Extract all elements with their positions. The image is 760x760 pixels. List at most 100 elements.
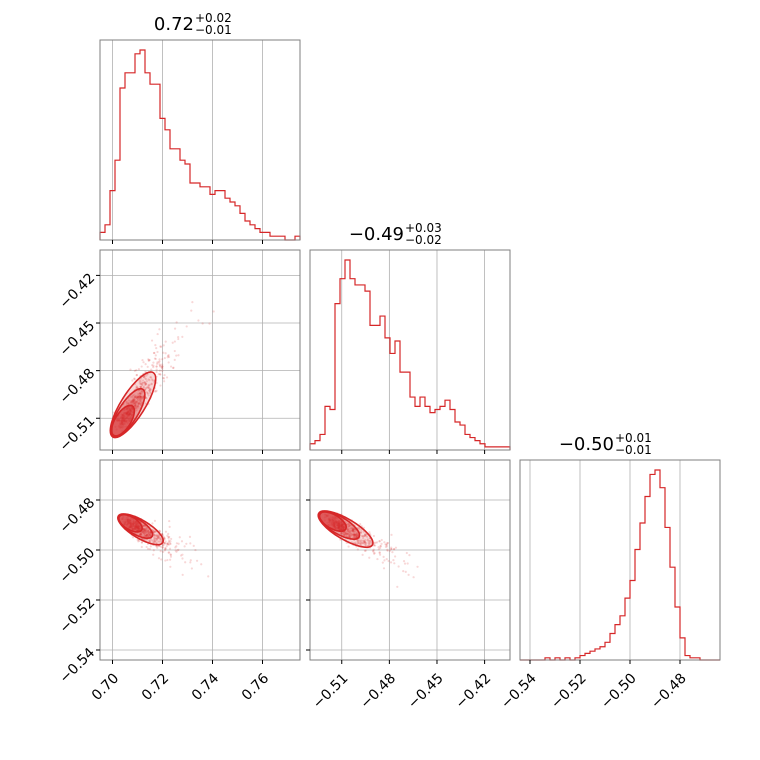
sample-point — [159, 345, 163, 348]
sample-point — [138, 379, 141, 382]
sample-point — [354, 534, 357, 537]
sample-point — [173, 358, 176, 361]
sample-point — [156, 535, 159, 538]
sample-point — [135, 369, 138, 372]
sample-point — [135, 386, 138, 389]
sample-point — [162, 550, 165, 553]
panel-border — [519, 459, 721, 661]
sample-point — [137, 405, 140, 408]
sample-point — [130, 401, 133, 405]
sample-point — [140, 397, 143, 400]
sample-point — [163, 537, 166, 540]
sample-point — [165, 542, 168, 545]
sample-point — [185, 542, 188, 545]
density-layer — [317, 510, 419, 588]
sample-point — [142, 535, 146, 538]
sample-point — [362, 535, 365, 538]
sample-point — [168, 539, 171, 542]
sample-point — [162, 544, 165, 547]
sample-point — [149, 531, 152, 534]
sample-point — [345, 533, 348, 536]
sample-point — [366, 538, 369, 541]
y-tick-label: −0.48 — [57, 495, 99, 537]
sample-point — [148, 387, 151, 390]
sample-point — [143, 381, 146, 384]
sample-point — [151, 364, 154, 367]
sample-point — [158, 360, 161, 363]
sample-point — [156, 350, 159, 354]
sample-point — [177, 542, 180, 545]
sample-point — [147, 530, 150, 533]
sample-point — [139, 533, 142, 536]
sample-point — [347, 531, 350, 534]
sample-point — [371, 549, 375, 552]
sample-point — [131, 401, 135, 404]
density-layer — [117, 513, 210, 578]
sample-point — [139, 398, 143, 401]
sample-point — [133, 400, 136, 403]
sample-point — [383, 559, 386, 562]
panel-background — [100, 460, 300, 660]
sample-point — [153, 535, 156, 538]
sample-point — [173, 327, 177, 330]
sample-point — [152, 531, 155, 534]
sample-point — [342, 531, 345, 534]
sample-point — [151, 379, 154, 382]
sample-point — [382, 567, 386, 570]
sample-point — [404, 570, 407, 573]
sample-point — [146, 392, 149, 395]
sample-point — [139, 396, 142, 399]
sample-point — [386, 541, 389, 545]
sample-point — [405, 551, 408, 555]
sample-point — [364, 541, 367, 544]
histogram-title-err-minus: −0.01 — [615, 443, 652, 457]
sample-point — [143, 534, 146, 537]
sample-point — [144, 535, 147, 538]
sample-point — [358, 527, 361, 530]
sample-point — [354, 533, 358, 536]
sample-point — [408, 554, 411, 557]
sample-point — [133, 394, 136, 397]
sample-point — [148, 389, 151, 392]
histogram-title-value: −0.50 — [559, 434, 614, 455]
sample-point — [160, 532, 164, 536]
sample-point — [137, 396, 141, 399]
sample-point — [346, 528, 350, 531]
sample-point — [369, 539, 372, 543]
histogram-title-err-plus: +0.01 — [615, 431, 652, 445]
sample-point — [390, 547, 393, 551]
sample-point — [161, 363, 164, 366]
sample-point — [139, 392, 142, 396]
sample-point — [150, 378, 154, 381]
sample-point — [385, 543, 389, 546]
sample-point — [360, 541, 364, 544]
sample-point — [378, 540, 381, 543]
sample-point — [378, 551, 381, 555]
sample-point — [134, 403, 138, 406]
sample-point — [148, 539, 151, 542]
sample-point — [189, 559, 192, 562]
sample-point — [157, 373, 160, 376]
sample-point — [140, 533, 144, 537]
sample-point — [145, 533, 148, 536]
sample-point — [155, 368, 158, 371]
sample-point — [153, 519, 157, 522]
sample-point — [156, 332, 159, 336]
sample-point — [372, 548, 375, 551]
sample-point — [161, 365, 164, 368]
sample-point — [137, 540, 140, 543]
sample-point — [347, 522, 351, 525]
sample-point — [181, 335, 184, 338]
sample-point — [139, 533, 142, 536]
sample-point — [350, 530, 353, 533]
sample-point — [166, 543, 169, 546]
sample-point — [144, 534, 147, 538]
sample-point — [177, 354, 180, 357]
sample-point — [354, 533, 357, 537]
sample-point — [355, 532, 359, 535]
sample-point — [147, 532, 150, 535]
sample-point — [167, 551, 170, 554]
sample-point — [135, 374, 138, 377]
histogram-panel-2: −0.50 +0.01−0.01−0.54 −0.52 −0.50 −0.48 — [498, 431, 721, 712]
sample-point — [139, 392, 142, 395]
